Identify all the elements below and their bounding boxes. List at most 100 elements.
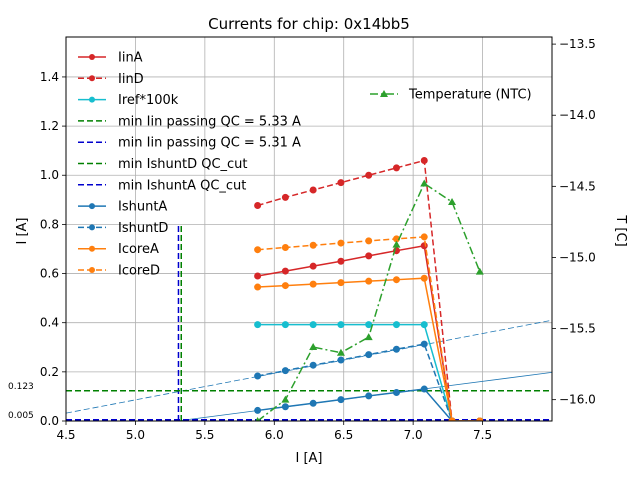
legend-label-min-ishunta-qc-cut: min IshuntA QC_cut xyxy=(118,178,246,193)
ishunta-point xyxy=(254,406,262,414)
left-axis-series xyxy=(254,156,484,421)
y-tick-label: 0.4 xyxy=(40,316,59,330)
iind-point xyxy=(420,156,428,164)
axes: 4.5 5.0 5.5 6.0 6.5 7.0 7.5 0.0 0.2 0.4 0.6 0.8 1.0 1… xyxy=(40,37,596,442)
legend-marker-ishunta xyxy=(89,203,95,210)
y-tick-label: 0.8 xyxy=(40,217,59,231)
legend-label-min-ishuntd-qc-cut: min IshuntD QC_cut xyxy=(118,157,248,172)
y2-axis-label: T [C] xyxy=(613,214,628,246)
x-tick-label: 4.5 xyxy=(56,428,75,442)
iina-point xyxy=(337,257,345,265)
icored-point xyxy=(281,243,289,251)
threshold-label: 0.005 xyxy=(8,411,34,421)
legend-marker-iref-100k xyxy=(89,96,95,103)
iind-line xyxy=(257,159,480,421)
icored-point xyxy=(476,417,484,421)
right-axis-series xyxy=(255,179,484,421)
y-tick-label: 0.6 xyxy=(40,267,59,281)
legend-label-iref-100k: Iref*100k xyxy=(118,93,179,108)
legend: IinA IinD Iref*100k min Iin passing QC = 5.… xyxy=(78,51,301,279)
temperature-ntc-point xyxy=(309,343,318,351)
iref-100k-point xyxy=(309,321,317,329)
ishunta-point xyxy=(420,385,428,393)
temperature-ntc-point xyxy=(281,395,290,403)
y-tick-label: 1.4 xyxy=(40,70,59,84)
ishuntd-point xyxy=(420,340,428,348)
legend-marker-temperature-ntc xyxy=(380,90,388,97)
iref-100k-point xyxy=(254,321,262,329)
temperature-ntc-point xyxy=(475,267,484,275)
y-tick-label: 1.2 xyxy=(40,119,59,133)
legend-label-icorea: IcoreA xyxy=(118,242,159,257)
legend-label-iind: IinD xyxy=(118,72,144,87)
iref-100k-point xyxy=(281,321,289,329)
temperature-ntc-point xyxy=(392,240,401,248)
iref-100k-point xyxy=(337,321,345,329)
ishuntd-point xyxy=(365,351,373,359)
legend-label-ishuntd: IshuntD xyxy=(118,221,168,236)
iina-point xyxy=(309,262,317,270)
icorea-point xyxy=(365,277,373,285)
icorea-point xyxy=(420,274,428,282)
temperature-ntc-point xyxy=(364,333,373,341)
iind-point xyxy=(365,171,373,179)
ishuntd-point xyxy=(337,356,345,364)
iind-point xyxy=(309,186,317,194)
legend-marker-iina xyxy=(89,54,95,60)
x-tick-label: 5.5 xyxy=(195,428,214,442)
legend-marker-icorea xyxy=(89,245,95,252)
icored-point xyxy=(448,417,456,421)
x-tick-label: 6.0 xyxy=(265,428,284,442)
y2-tick-label: −13.5 xyxy=(559,37,596,51)
iind-point xyxy=(281,193,289,201)
legend-temperature: Temperature (NTC) xyxy=(370,88,532,103)
iref-100k-point xyxy=(392,321,400,329)
legend-label-iina: IinA xyxy=(118,51,143,66)
iref-100k-point xyxy=(365,321,373,329)
y2-tick-label: −15.0 xyxy=(559,250,596,264)
icored-point xyxy=(309,241,317,249)
chart-title: Currents for chip: 0x14bb5 xyxy=(208,15,410,33)
iind-point xyxy=(337,179,345,187)
legend-label-min-iin-passing-qc-5-31-a: min Iin passing QC = 5.31 A xyxy=(118,136,301,151)
ishuntd-fit-line xyxy=(66,319,552,414)
ishunta-point xyxy=(309,399,317,407)
ishunta-point xyxy=(392,388,400,396)
ishuntd-point xyxy=(309,361,317,369)
legend-label-min-iin-passing-qc-5-33-a: min Iin passing QC = 5.33 A xyxy=(118,114,301,129)
temperature-ntc-line xyxy=(257,182,481,421)
y-axis-label: I [A] xyxy=(15,217,30,244)
icored-point xyxy=(337,239,345,247)
x-axis-label: I [A] xyxy=(295,451,322,466)
temperature-ntc-point xyxy=(336,348,345,356)
iind-point xyxy=(392,164,400,172)
iina-point xyxy=(420,242,428,250)
y-tick-label: 1.0 xyxy=(40,168,59,182)
icored-point xyxy=(420,233,428,241)
grid xyxy=(65,37,552,422)
legend-marker-iind xyxy=(89,75,95,82)
ishuntd-point xyxy=(392,345,400,353)
y-tick-label: 0.0 xyxy=(40,414,59,428)
legend-label-ishunta: IshuntA xyxy=(118,200,167,215)
ishuntd-point xyxy=(254,372,262,380)
x-tick-label: 6.5 xyxy=(334,428,353,442)
icorea-point xyxy=(392,276,400,284)
icorea-point xyxy=(254,283,262,291)
y2-tick-label: −14.0 xyxy=(559,108,596,122)
temperature-ntc-point xyxy=(255,417,260,421)
threshold-label: 0.123 xyxy=(8,382,34,392)
y-tick-label: 0.2 xyxy=(40,365,59,379)
legend-marker-icored xyxy=(89,267,95,273)
y2-tick-label: −16.0 xyxy=(559,393,596,407)
iina-point xyxy=(365,252,373,260)
y2-tick-label: −15.5 xyxy=(559,322,596,336)
plot-frame xyxy=(65,36,553,422)
icorea-point xyxy=(337,279,345,287)
ishunta-point xyxy=(365,392,373,400)
iref-100k-point xyxy=(420,321,428,329)
icorea-point xyxy=(309,280,317,288)
x-tick-label: 7.0 xyxy=(404,428,423,442)
temperature-ntc-point xyxy=(420,179,429,187)
